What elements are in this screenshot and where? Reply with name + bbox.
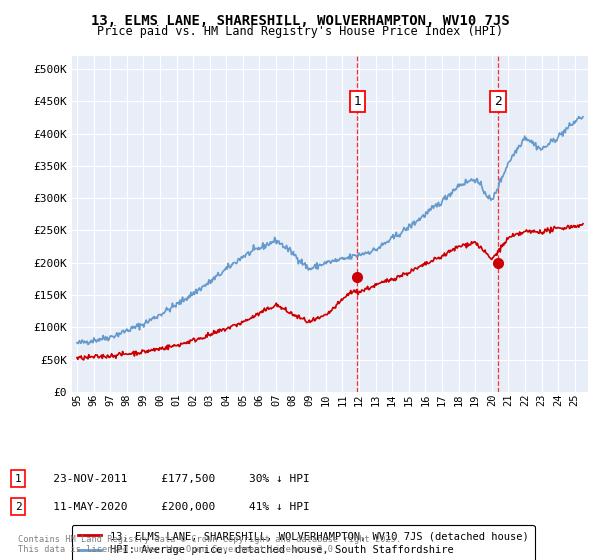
Text: Price paid vs. HM Land Registry's House Price Index (HPI): Price paid vs. HM Land Registry's House … (97, 25, 503, 38)
Text: 2: 2 (494, 95, 502, 108)
Text: 23-NOV-2011     £177,500     30% ↓ HPI: 23-NOV-2011 £177,500 30% ↓ HPI (33, 474, 310, 484)
Text: 11-MAY-2020     £200,000     41% ↓ HPI: 11-MAY-2020 £200,000 41% ↓ HPI (33, 502, 310, 512)
Legend: 13, ELMS LANE, SHARESHILL, WOLVERHAMPTON, WV10 7JS (detached house), HPI: Averag: 13, ELMS LANE, SHARESHILL, WOLVERHAMPTON… (72, 525, 535, 560)
Text: 2: 2 (14, 502, 22, 512)
Text: 1: 1 (14, 474, 22, 484)
Text: 13, ELMS LANE, SHARESHILL, WOLVERHAMPTON, WV10 7JS: 13, ELMS LANE, SHARESHILL, WOLVERHAMPTON… (91, 14, 509, 28)
Text: 1: 1 (353, 95, 361, 108)
Text: Contains HM Land Registry data © Crown copyright and database right 2025.
This d: Contains HM Land Registry data © Crown c… (18, 535, 401, 554)
